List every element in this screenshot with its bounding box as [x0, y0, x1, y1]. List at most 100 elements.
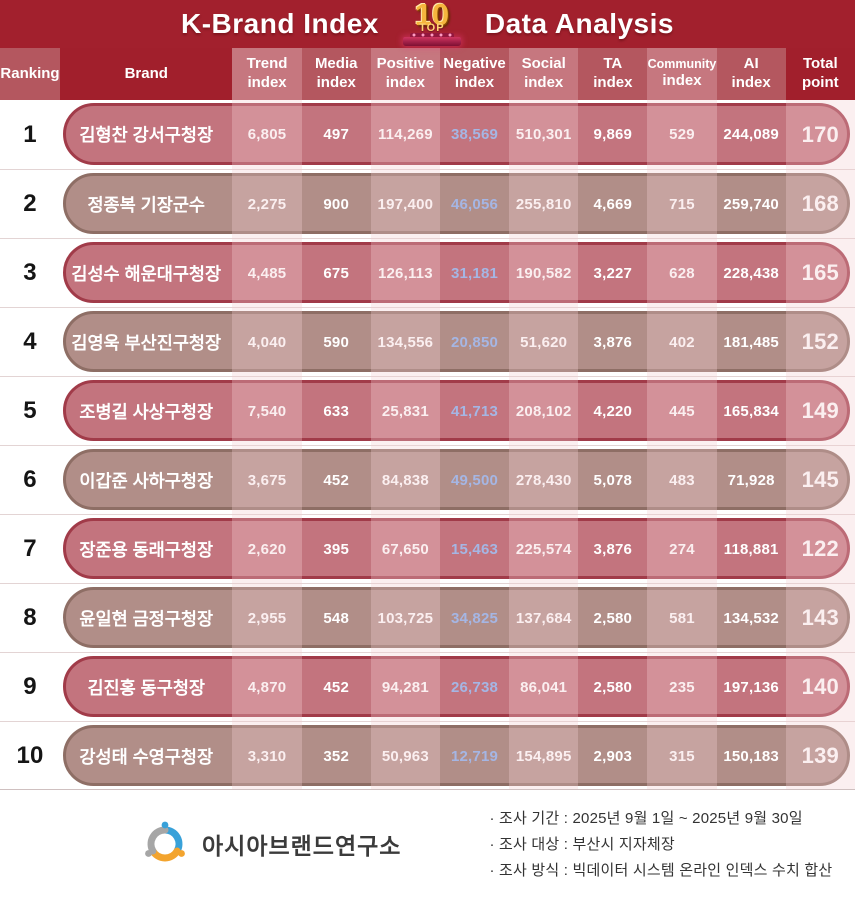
- brand-pill: [63, 725, 850, 786]
- community-value-cell: 581: [669, 609, 695, 627]
- trend-value-cell: 6,805: [247, 126, 287, 143]
- community-value-cell: 235: [669, 678, 695, 696]
- brand-pill: [63, 518, 850, 579]
- community-value-cell: 445: [669, 402, 695, 420]
- ta-value-cell: 4,220: [593, 402, 633, 420]
- trend-value-cell: 3,310: [247, 747, 287, 765]
- brand-pill: [63, 587, 850, 648]
- ta-value-cell: 3,876: [593, 333, 633, 351]
- negative-value-cell: 31,181: [450, 264, 499, 282]
- ai-value-cell: 181,485: [723, 333, 779, 351]
- column-header-trend: Trend index: [232, 48, 302, 100]
- positive-value-cell: 134,556: [377, 333, 434, 351]
- badge-number-10: 10: [414, 0, 450, 32]
- total-value-cell: 170: [801, 121, 839, 147]
- brand-name-cell: 윤일현 금정구청장: [79, 608, 214, 629]
- total-value-cell: 152: [801, 329, 839, 354]
- trend-value-cell: 4,040: [247, 333, 287, 351]
- top10-badge: 10 TOP: [395, 0, 469, 48]
- total-value-cell: 168: [801, 191, 839, 216]
- survey-note-line: · 조사 기간 : 2025년 9월 1일 ~ 2025년 9월 30일: [489, 810, 803, 827]
- rank-cell: 4: [23, 328, 37, 355]
- positive-value-cell: 126,113: [377, 264, 433, 282]
- media-value-cell: 497: [323, 126, 350, 143]
- social-value-cell: 278,430: [515, 471, 572, 489]
- brand-pill: [63, 242, 850, 303]
- total-value-cell: 149: [801, 398, 839, 423]
- header-row: Ranking Brand Trend index Media index Positive…: [0, 48, 855, 100]
- row-cells: 8 윤일현 금정구청장 2,955 548 103,725 34,825 137,684 2,…: [0, 584, 855, 652]
- survey-notes: · 조사 기간 : 2025년 9월 1일 ~ 2025년 9월 30일 · 조사…: [489, 802, 832, 885]
- column-header-brand: Brand: [60, 48, 233, 100]
- negative-value-cell: 46,056: [450, 195, 499, 213]
- positive-value-cell: 114,269: [377, 126, 433, 143]
- total-value-cell: 145: [801, 467, 839, 492]
- negative-value-cell: 41,713: [450, 402, 499, 420]
- positive-value-cell: 197,400: [377, 195, 434, 213]
- rank-cell: 7: [23, 535, 37, 562]
- total-value-cell: 165: [801, 260, 839, 285]
- positive-value-cell: 67,650: [381, 540, 429, 558]
- trend-value-cell: 3,675: [247, 471, 287, 489]
- ta-value-cell: 5,078: [593, 471, 633, 489]
- table-row: 2 정종복 기장군수 2,275 900 197,400 46,056 255,810 4,6…: [0, 169, 855, 238]
- row-cells: 10 강성태 수영구청장 3,310 352 50,963 12,719 154,895 2,…: [0, 722, 855, 790]
- column-header-total: Total point: [785, 48, 855, 100]
- ta-value-cell: 2,580: [593, 609, 633, 627]
- column-header-ranking: Ranking: [0, 48, 61, 100]
- negative-value-cell: 26,738: [450, 678, 499, 696]
- rank-cell: 1: [23, 120, 37, 148]
- positive-value-cell: 94,281: [381, 678, 429, 696]
- media-value-cell: 900: [323, 195, 350, 213]
- social-value-cell: 51,620: [520, 333, 568, 351]
- table-row: 8 윤일현 금정구청장 2,955 548 103,725 34,825 137,684 2,…: [0, 583, 855, 652]
- table-row: 1 김형찬 강서구청장 6,805 497 114,269 38,569 510,301 9,…: [0, 100, 855, 169]
- survey-note-line: · 조사 방식 : 빅데이터 시스템 온라인 인덱스 수치 합산: [489, 862, 833, 879]
- row-cells: 2 정종복 기장군수 2,275 900 197,400 46,056 255,810 4,6…: [0, 170, 855, 238]
- media-value-cell: 548: [323, 609, 350, 627]
- ai-value-cell: 165,834: [723, 402, 779, 420]
- community-value-cell: 315: [669, 747, 695, 765]
- column-header-ta: TA index: [578, 48, 648, 100]
- ai-value-cell: 244,089: [723, 126, 779, 143]
- table-rows: 1 김형찬 강서구청장 6,805 497 114,269 38,569 510,301 9,…: [0, 100, 855, 790]
- table-row: 3 김성수 해운대구청장 4,485 675 126,113 31,181 190,582 3…: [0, 238, 855, 307]
- table-row: 4 김영욱 부산진구청장 4,040 590 134,556 20,850 51,620 3,…: [0, 307, 855, 376]
- column-header-positive: Positive index: [370, 48, 440, 100]
- badge-top-label: TOP: [419, 22, 445, 34]
- negative-value-cell: 12,719: [450, 747, 499, 765]
- ai-value-cell: 259,740: [723, 195, 779, 213]
- brand-name-cell: 이갑준 사하구청장: [79, 470, 214, 491]
- table-body: 1 김형찬 강서구청장 6,805 497 114,269 38,569 510,301 9,…: [0, 100, 855, 790]
- row-cells: 4 김영욱 부산진구청장 4,040 590 134,556 20,850 51,620 3,…: [0, 308, 855, 376]
- brand-pill: [63, 380, 850, 441]
- positive-value-cell: 103,725: [377, 609, 434, 627]
- title-left: K-Brand Index: [181, 8, 379, 39]
- media-value-cell: 395: [323, 540, 350, 558]
- media-value-cell: 352: [323, 747, 350, 765]
- ta-value-cell: 2,580: [593, 678, 633, 696]
- trend-value-cell: 2,955: [247, 609, 287, 627]
- rank-cell: 6: [23, 466, 37, 493]
- column-header-social: Social index: [509, 48, 579, 100]
- ta-value-cell: 2,903: [593, 747, 633, 765]
- media-value-cell: 452: [323, 471, 350, 489]
- community-value-cell: 715: [669, 195, 695, 213]
- trend-value-cell: 4,485: [247, 264, 287, 282]
- positive-value-cell: 50,963: [381, 747, 429, 765]
- trend-value-cell: 2,620: [247, 540, 287, 558]
- negative-value-cell: 34,825: [450, 609, 499, 627]
- brand-name-cell: 김형찬 강서구청장: [79, 125, 214, 145]
- rank-cell: 3: [23, 259, 37, 286]
- ai-value-cell: 228,438: [723, 264, 779, 282]
- row-cells: 3 김성수 해운대구청장 4,485 675 126,113 31,181 190,582 3…: [0, 239, 855, 307]
- social-value-cell: 510,301: [515, 126, 572, 143]
- brand-name-cell: 정종복 기장군수: [87, 194, 206, 215]
- rank-cell: 8: [23, 604, 37, 631]
- social-value-cell: 86,041: [520, 678, 568, 696]
- brand-pill: [63, 656, 850, 717]
- total-value-cell: 143: [801, 605, 839, 630]
- brand-name-cell: 김성수 해운대구청장: [71, 263, 222, 284]
- ta-value-cell: 3,876: [593, 540, 633, 558]
